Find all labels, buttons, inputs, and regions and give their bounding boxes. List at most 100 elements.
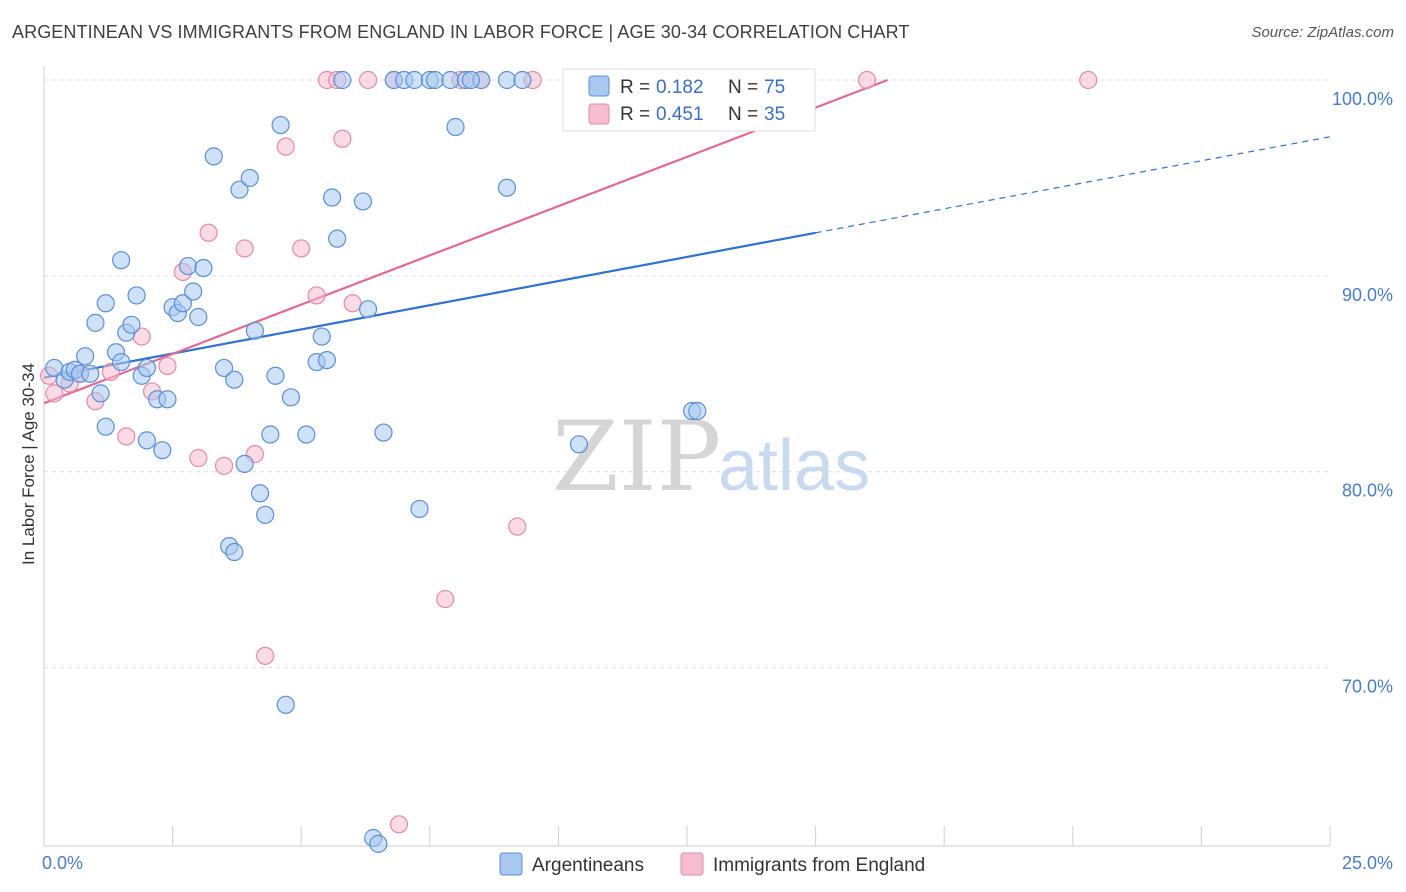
y-axis-label: In Labor Force | Age 30-34 (19, 363, 38, 565)
argentineans-point-30 (204, 147, 223, 166)
argentineans-point-39 (250, 484, 270, 503)
argentineans-point-74 (461, 70, 481, 90)
argentineans-point-22 (158, 390, 177, 409)
england-point-9 (158, 356, 177, 376)
argentineans-point-36 (235, 454, 254, 473)
argentineans-point-7 (86, 313, 105, 332)
argentineans-point-63 (425, 70, 445, 90)
argentineans-point-34 (225, 542, 244, 562)
england-point-22 (333, 129, 352, 148)
argentineans-point-45 (281, 388, 301, 407)
series-legend-label-england: Immigrants from England (713, 855, 925, 876)
england-point-13 (214, 456, 234, 475)
england-point-1 (45, 384, 64, 403)
watermark: ZIP atlas (552, 401, 870, 513)
legend-n-value-1: 75 (764, 77, 785, 98)
england-point-19 (307, 286, 326, 305)
legend-n-value-2: 35 (764, 104, 785, 125)
england-point-18 (292, 239, 311, 258)
england-point-33 (857, 70, 877, 90)
argentineans-point-35 (230, 180, 249, 199)
argentineans-point-13 (112, 251, 131, 270)
trend-line-england (43, 78, 889, 405)
argentineans-point-28 (189, 307, 208, 327)
england-point-11 (189, 448, 208, 468)
argentineans-point-25 (173, 294, 192, 313)
argentineans-point-60 (405, 70, 424, 90)
legend-n-label-1: N = (728, 77, 758, 98)
y-tick-labels: 70.0% 80.0% 90.0% 100.0% (1332, 89, 1393, 697)
y-tick-label-90: 90.0% (1342, 285, 1393, 305)
england-point-23 (343, 294, 362, 313)
argentineans-point-9 (96, 294, 115, 313)
england-point-6 (117, 427, 136, 446)
y-tick-label-100: 100.0% (1332, 89, 1393, 109)
argentineans-point-16 (127, 286, 146, 305)
series-argentineans (45, 70, 707, 853)
argentineans-point-44 (276, 695, 295, 714)
argentineans-point-54 (358, 300, 378, 319)
source-credit: Source: ZipAtlas.com (1251, 24, 1394, 41)
legend-r-label-2: R = (620, 104, 650, 125)
argentineans-point-40 (256, 505, 275, 524)
argentineans-point-53 (353, 192, 373, 211)
argentineans-point-43 (271, 115, 290, 135)
argentineans-point-37 (240, 168, 259, 188)
argentineans-point-42 (266, 366, 285, 385)
argentineans-point-41 (261, 425, 280, 444)
argentineans-point-27 (184, 282, 203, 301)
watermark-atlas: atlas (718, 426, 870, 506)
legend-n-label-2: N = (728, 104, 758, 125)
x-ticks (43, 826, 1331, 846)
y-tick-label-80: 80.0% (1342, 481, 1393, 501)
argentineans-point-70 (513, 70, 532, 90)
england-point-16 (256, 646, 275, 665)
england-point-26 (389, 815, 409, 834)
argentineans-point-12 (112, 352, 131, 372)
england-point-12 (199, 223, 218, 242)
argentineans-point-64 (441, 70, 460, 90)
correlation-legend: R = 0.182 N = 75 R = 0.451 N = 35 (562, 68, 816, 132)
trend-line-argentineans-extension (815, 136, 1331, 234)
series-legend: Argentineans Immigrants from England (499, 852, 925, 876)
argentineans-point-73 (688, 401, 707, 421)
chart-title: ARGENTINEAN VS IMMIGRANTS FROM ENGLAND I… (12, 22, 910, 42)
series-legend-swatch-argentineans (499, 852, 523, 876)
argentineans-point-52 (333, 70, 352, 90)
x-tick-label-max: 25.0% (1342, 853, 1393, 873)
argentineans-point-51 (328, 229, 347, 248)
argentineans-point-31 (214, 358, 234, 378)
argentineans-point-50 (322, 188, 342, 207)
legend-swatch-pink (588, 103, 610, 125)
trend-lines (43, 78, 1331, 405)
england-point-30 (508, 517, 527, 536)
argentineans-point-65 (446, 117, 465, 137)
argentineans-point-61 (410, 499, 429, 519)
argentineans-point-21 (153, 441, 172, 460)
argentineans-point-57 (374, 423, 393, 442)
argentineans-point-15 (122, 315, 141, 334)
england-point-27 (436, 589, 455, 609)
series-legend-swatch-england (680, 852, 704, 876)
legend-r-label-1: R = (620, 77, 650, 98)
argentineans-point-8 (91, 384, 110, 403)
legend-r-value-1: 0.182 (656, 77, 704, 98)
argentineans-point-29 (194, 258, 213, 278)
argentineans-point-49 (317, 350, 337, 370)
argentineans-point-46 (297, 425, 316, 444)
england-point-24 (358, 70, 378, 90)
legend-swatch-blue (588, 75, 610, 97)
argentineans-point-26 (178, 256, 198, 276)
argentineans-point-69 (497, 178, 517, 197)
argentineans-point-5 (76, 347, 95, 366)
argentineans-point-10 (96, 417, 115, 436)
y-tick-label-70: 70.0% (1342, 677, 1393, 697)
england-point-34 (1079, 70, 1098, 90)
argentineans-point-6 (81, 364, 100, 383)
argentineans-point-71 (569, 435, 589, 454)
argentineans-point-68 (497, 70, 517, 90)
series-legend-label-argentineans: Argentineans (532, 855, 644, 876)
argentineans-point-19 (137, 431, 156, 450)
england-point-17 (276, 137, 295, 156)
